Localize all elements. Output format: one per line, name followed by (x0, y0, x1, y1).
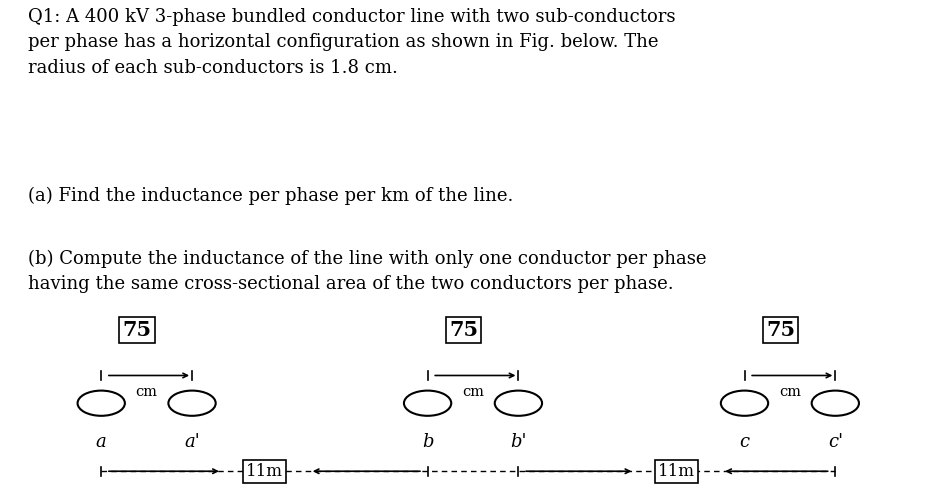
Text: cm: cm (135, 385, 158, 399)
Text: 11m: 11m (246, 463, 283, 480)
Text: 75: 75 (449, 320, 478, 340)
Text: 75: 75 (123, 320, 151, 340)
Text: Q1: A 400 kV 3-phase bundled conductor line with two sub-conductors
per phase ha: Q1: A 400 kV 3-phase bundled conductor l… (28, 8, 675, 77)
Text: a: a (96, 433, 107, 452)
Text: cm: cm (462, 385, 484, 399)
Text: 11m: 11m (658, 463, 695, 480)
Text: c': c' (828, 433, 843, 452)
Text: c: c (740, 433, 749, 452)
Text: a': a' (184, 433, 200, 452)
Text: b': b' (510, 433, 527, 452)
Text: (b) Compute the inductance of the line with only one conductor per phase
having : (b) Compute the inductance of the line w… (28, 249, 707, 293)
Text: 75: 75 (766, 320, 795, 340)
Text: cm: cm (779, 385, 801, 399)
Text: b: b (422, 433, 433, 452)
Text: (a) Find the inductance per phase per km of the line.: (a) Find the inductance per phase per km… (28, 186, 514, 205)
